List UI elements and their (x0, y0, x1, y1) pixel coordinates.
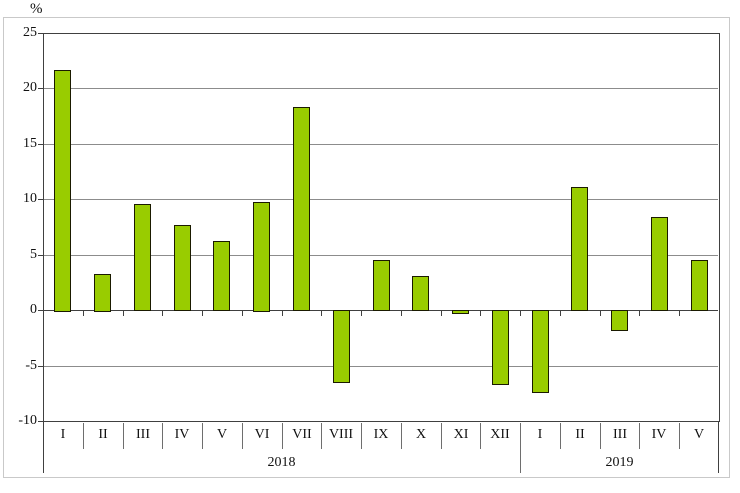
category-separator (242, 423, 243, 449)
y-tick-label: 0 (30, 302, 37, 317)
category-axis-tick (639, 311, 640, 316)
y-axis-tick (38, 255, 43, 256)
y-axis-tick (38, 144, 43, 145)
axis-leg (718, 421, 719, 473)
category-label: XI (453, 427, 469, 442)
category-separator (162, 423, 163, 449)
y-tick-label: 5 (30, 247, 37, 262)
category-axis-tick (441, 311, 442, 316)
year-label: 2019 (605, 455, 634, 470)
bar (452, 310, 469, 314)
category-axis-tick (202, 311, 203, 316)
gridline (44, 199, 718, 200)
category-axis-tick (282, 311, 283, 316)
gridline (44, 255, 718, 256)
category-separator (441, 423, 442, 449)
bar (333, 310, 350, 383)
bar (611, 310, 628, 331)
bar (492, 310, 509, 385)
y-axis-tick (38, 421, 43, 422)
y-tick-label: 20 (23, 80, 37, 95)
bar (293, 107, 310, 311)
gridline (44, 366, 718, 367)
bar (412, 276, 429, 311)
category-separator (639, 423, 640, 449)
bar (94, 274, 111, 312)
bar (174, 225, 191, 311)
category-separator (679, 423, 680, 449)
bar (532, 310, 549, 393)
category-separator (600, 423, 601, 449)
category-separator (480, 423, 481, 449)
category-label: III (613, 427, 627, 442)
category-separator (361, 423, 362, 449)
y-tick-label: 15 (23, 136, 37, 151)
y-tick-label: -5 (25, 358, 37, 373)
y-axis-tick (38, 33, 43, 34)
category-separator (202, 423, 203, 449)
bar (213, 241, 230, 311)
category-axis-tick (480, 311, 481, 316)
bar (373, 260, 390, 311)
y-axis-tick (38, 366, 43, 367)
category-label: XII (490, 427, 510, 442)
category-axis-tick (321, 311, 322, 316)
category-label: II (575, 427, 585, 442)
axis-leg (43, 421, 44, 473)
category-separator (282, 423, 283, 449)
category-label: III (136, 427, 150, 442)
year-separator (520, 423, 521, 473)
plot-area (43, 33, 720, 422)
category-label: I (60, 427, 66, 442)
category-axis-tick (679, 311, 680, 316)
y-axis-unit-label: % (30, 1, 43, 17)
category-label: V (693, 427, 705, 442)
y-axis-tick (38, 88, 43, 89)
y-tick-label: 25 (23, 25, 37, 40)
category-axis-tick (361, 311, 362, 316)
bar (571, 187, 588, 311)
y-tick-label: -10 (18, 413, 37, 428)
bar (691, 260, 708, 311)
category-label: IX (373, 427, 389, 442)
bar (651, 217, 668, 311)
category-separator (401, 423, 402, 449)
category-axis-tick (242, 311, 243, 316)
category-axis-tick (401, 311, 402, 316)
y-axis-tick (38, 310, 43, 311)
bar (134, 204, 151, 311)
category-axis-tick (600, 311, 601, 316)
year-label: 2018 (267, 455, 296, 470)
category-label: IV (651, 427, 667, 442)
category-label: X (415, 427, 427, 442)
category-label: I (537, 427, 543, 442)
category-label: VI (254, 427, 270, 442)
category-axis-tick (162, 311, 163, 316)
category-axis-tick (560, 311, 561, 316)
gridline (44, 144, 718, 145)
bar (54, 70, 71, 312)
category-separator (83, 423, 84, 449)
category-axis-tick (83, 311, 84, 316)
category-axis-tick (520, 311, 521, 316)
chart-frame (3, 17, 730, 478)
category-label: V (216, 427, 228, 442)
category-label: IV (174, 427, 190, 442)
category-separator (321, 423, 322, 449)
category-label: VIII (328, 427, 354, 442)
gridline (44, 88, 718, 89)
category-separator (560, 423, 561, 449)
category-label: VII (292, 427, 312, 442)
category-label: II (98, 427, 108, 442)
y-tick-label: 10 (23, 191, 37, 206)
bar (253, 202, 270, 312)
category-axis-tick (123, 311, 124, 316)
y-axis-tick (38, 199, 43, 200)
category-separator (123, 423, 124, 449)
